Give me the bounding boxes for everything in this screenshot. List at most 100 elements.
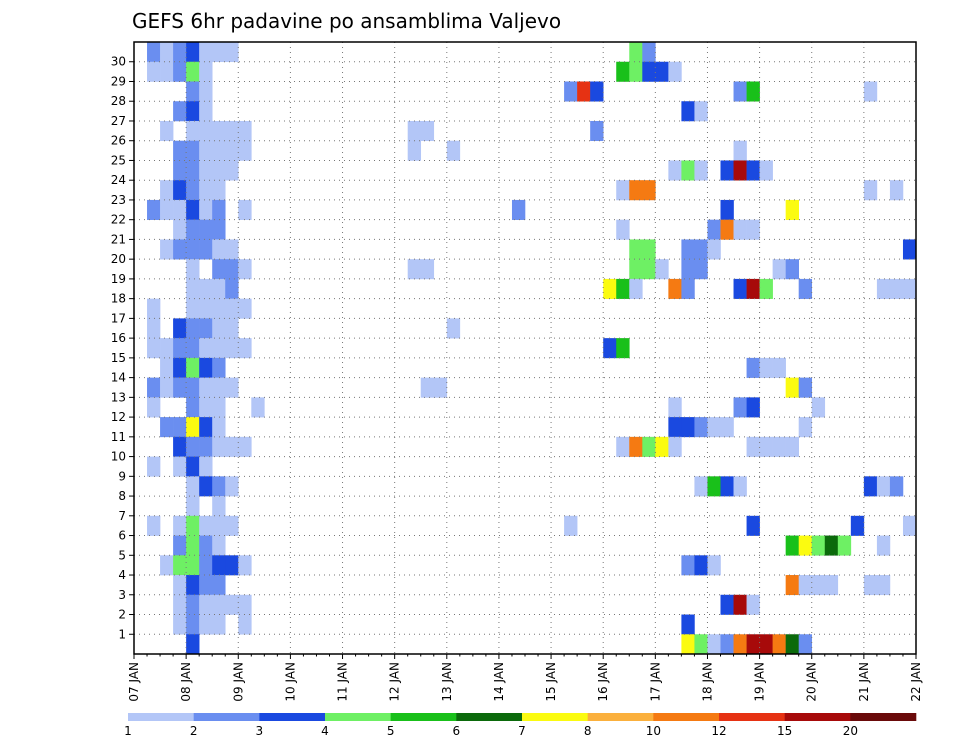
heatmap-cell bbox=[173, 456, 187, 477]
heatmap-cell bbox=[616, 278, 630, 299]
heatmap-cell bbox=[681, 417, 695, 438]
heatmap-cell bbox=[186, 614, 200, 635]
heatmap-cell bbox=[642, 436, 656, 457]
heatmap-cell bbox=[238, 614, 252, 635]
heatmap-cell bbox=[199, 476, 213, 497]
heatmap-cell bbox=[642, 61, 656, 82]
heatmap-cell bbox=[707, 476, 721, 497]
heatmap-cell bbox=[186, 515, 200, 536]
colorbar-label: 6 bbox=[453, 724, 461, 738]
heatmap-cell bbox=[564, 515, 578, 536]
heatmap-cell bbox=[225, 318, 239, 339]
heatmap-cell bbox=[694, 634, 708, 655]
heatmap-cell bbox=[746, 515, 760, 536]
colorbar-swatch bbox=[719, 713, 785, 721]
heatmap-cell bbox=[173, 61, 187, 82]
x-tick-label: 14 JAN bbox=[492, 662, 506, 702]
heatmap-cell bbox=[772, 259, 786, 280]
heatmap-cell bbox=[199, 180, 213, 201]
heatmap-cell bbox=[733, 81, 747, 102]
heatmap-cell bbox=[564, 81, 578, 102]
heatmap-cell bbox=[681, 555, 695, 576]
heatmap-cell bbox=[212, 496, 226, 517]
heatmap-cell bbox=[225, 140, 239, 161]
heatmap-cell bbox=[694, 476, 708, 497]
colorbar-label: 2 bbox=[190, 724, 198, 738]
heatmap-cell bbox=[212, 298, 226, 319]
heatmap-cell bbox=[199, 140, 213, 161]
heatmap-cell bbox=[212, 180, 226, 201]
heatmap-cell bbox=[759, 160, 773, 181]
heatmap-cell bbox=[199, 318, 213, 339]
heatmap-cell bbox=[720, 199, 734, 220]
heatmap-cell bbox=[225, 555, 239, 576]
heatmap-cell bbox=[212, 377, 226, 398]
heatmap-cell bbox=[707, 239, 721, 260]
heatmap-cell bbox=[199, 101, 213, 122]
heatmap-cell bbox=[173, 180, 187, 201]
heatmap-cell bbox=[199, 239, 213, 260]
y-tick-label: 8 bbox=[118, 489, 126, 503]
heatmap-cell bbox=[199, 278, 213, 299]
heatmap-cell bbox=[173, 555, 187, 576]
y-tick-label: 1 bbox=[118, 627, 126, 641]
colorbar-label: 10 bbox=[646, 724, 661, 738]
heatmap-cell bbox=[720, 634, 734, 655]
grid-lines bbox=[134, 42, 916, 654]
heatmap-cell bbox=[733, 594, 747, 615]
heatmap-cell bbox=[225, 239, 239, 260]
heatmap-cell bbox=[590, 81, 604, 102]
heatmap-cell bbox=[798, 634, 813, 655]
y-tick-label: 19 bbox=[111, 272, 126, 286]
heatmap-cell bbox=[173, 338, 187, 359]
colorbar-swatch bbox=[522, 713, 588, 721]
heatmap-cell bbox=[160, 120, 174, 142]
heatmap-cell bbox=[407, 140, 422, 161]
heatmap-cell bbox=[746, 594, 760, 615]
heatmap-cell bbox=[733, 397, 747, 418]
heatmap-cell bbox=[420, 259, 435, 280]
heatmap-cell bbox=[225, 476, 239, 497]
heatmap-cell bbox=[238, 594, 252, 615]
heatmap-cell bbox=[212, 575, 226, 596]
heatmap-cell bbox=[212, 338, 226, 359]
heatmap-cell bbox=[199, 417, 213, 438]
heatmap-cell bbox=[720, 594, 734, 615]
heatmap-cell bbox=[186, 535, 200, 556]
heatmap-cell bbox=[173, 199, 187, 220]
y-tick-label: 12 bbox=[111, 410, 126, 424]
heatmap-cell bbox=[199, 436, 213, 457]
heatmap-cell bbox=[186, 417, 200, 438]
heatmap-cell bbox=[876, 278, 891, 299]
heatmap-cell bbox=[212, 397, 226, 418]
y-tick-label: 6 bbox=[118, 529, 126, 543]
heatmap-cell bbox=[199, 555, 213, 576]
heatmap-cell bbox=[681, 278, 695, 299]
heatmap-cell bbox=[446, 318, 461, 339]
heatmap-cell bbox=[147, 318, 161, 339]
heatmap-cell bbox=[212, 140, 226, 161]
heatmap-cell bbox=[616, 219, 630, 240]
heatmap-cell bbox=[186, 120, 200, 142]
heatmap-cell bbox=[707, 634, 721, 655]
heatmap-cell bbox=[655, 61, 669, 82]
heatmap-cell bbox=[173, 160, 187, 181]
y-tick-label: 16 bbox=[111, 331, 126, 345]
heatmap-cell bbox=[889, 278, 904, 299]
heatmap-cell bbox=[785, 535, 799, 556]
x-tick-label: 10 JAN bbox=[283, 662, 297, 702]
heatmap-cell bbox=[173, 535, 187, 556]
y-tick-label: 22 bbox=[111, 213, 126, 227]
heatmap-cell bbox=[173, 436, 187, 457]
heatmap-cell bbox=[186, 436, 200, 457]
heatmap-cell bbox=[733, 634, 747, 655]
colorbar-swatch bbox=[653, 713, 720, 721]
heatmap-cell bbox=[837, 535, 852, 556]
colorbar-swatch bbox=[325, 713, 391, 721]
heatmap-cell bbox=[746, 219, 760, 240]
x-axis: 07 JAN 08 JAN 09 JAN 10 JAN 11 JAN 12 JAN 13 J… bbox=[127, 654, 923, 702]
heatmap-cell bbox=[212, 160, 226, 181]
heatmap-cell bbox=[772, 436, 786, 457]
y-tick-label: 29 bbox=[111, 74, 126, 88]
heatmap-cell bbox=[186, 180, 200, 201]
